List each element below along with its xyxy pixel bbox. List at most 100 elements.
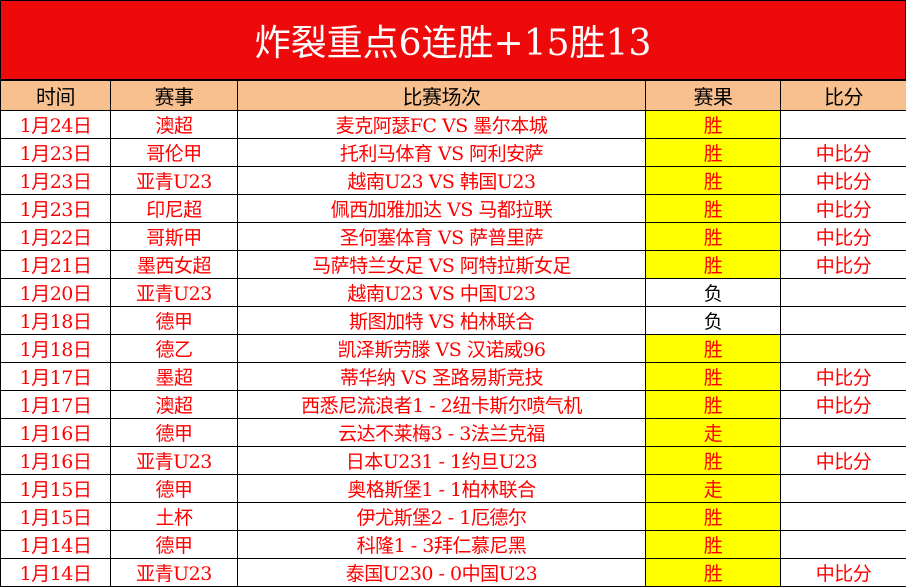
cell-league: 德甲 <box>111 419 238 447</box>
cell-date: 1月14日 <box>1 559 111 587</box>
cell-result: 胜 <box>646 503 781 531</box>
table-row: 1月17日墨超蒂华纳 VS 圣路易斯竞技胜中比分 <box>1 363 906 391</box>
cell-result: 胜 <box>646 363 781 391</box>
cell-score <box>781 279 906 307</box>
cell-score: 中比分 <box>781 167 906 195</box>
page-title: 炸裂重点6连胜+15胜13 <box>0 0 906 80</box>
cell-date: 1月21日 <box>1 251 111 279</box>
cell-match: 日本U231 - 1约旦U23 <box>238 447 646 475</box>
cell-date: 1月20日 <box>1 279 111 307</box>
header-date: 时间 <box>1 81 111 111</box>
table-row: 1月15日德甲奥格斯堡1 - 1柏林联合走 <box>1 475 906 503</box>
cell-result: 负 <box>646 307 781 335</box>
cell-match: 泰国U230 - 0中国U23 <box>238 559 646 587</box>
cell-date: 1月14日 <box>1 531 111 559</box>
cell-date: 1月16日 <box>1 447 111 475</box>
cell-match: 凯泽斯劳滕 VS 汉诺威96 <box>238 335 646 363</box>
cell-score: 中比分 <box>781 447 906 475</box>
cell-score: 中比分 <box>781 363 906 391</box>
table-row: 1月22日哥斯甲圣何塞体育 VS 萨普里萨胜中比分 <box>1 223 906 251</box>
cell-league: 墨西女超 <box>111 251 238 279</box>
cell-result: 胜 <box>646 167 781 195</box>
table-row: 1月23日印尼超佩西加雅加达 VS 马都拉联胜中比分 <box>1 195 906 223</box>
cell-date: 1月15日 <box>1 475 111 503</box>
cell-result: 胜 <box>646 447 781 475</box>
cell-result: 走 <box>646 475 781 503</box>
cell-date: 1月18日 <box>1 335 111 363</box>
table-row: 1月16日德甲云达不莱梅3 - 3法兰克福走 <box>1 419 906 447</box>
cell-league: 土杯 <box>111 503 238 531</box>
cell-result: 胜 <box>646 531 781 559</box>
cell-result: 胜 <box>646 559 781 587</box>
cell-match: 越南U23 VS 韩国U23 <box>238 167 646 195</box>
table-row: 1月14日德甲科隆1 - 3拜仁慕尼黑胜 <box>1 531 906 559</box>
cell-league: 德甲 <box>111 475 238 503</box>
cell-match: 西悉尼流浪者1 - 2纽卡斯尔喷气机 <box>238 391 646 419</box>
cell-league: 德乙 <box>111 335 238 363</box>
cell-match: 麦克阿瑟FC VS 墨尔本城 <box>238 111 646 139</box>
header-score: 比分 <box>781 81 906 111</box>
header-result: 赛果 <box>646 81 781 111</box>
cell-match: 伊尤斯堡2 - 1厄德尔 <box>238 503 646 531</box>
table-row: 1月24日澳超麦克阿瑟FC VS 墨尔本城胜 <box>1 111 906 139</box>
cell-match: 科隆1 - 3拜仁慕尼黑 <box>238 531 646 559</box>
cell-score: 中比分 <box>781 251 906 279</box>
cell-score: 中比分 <box>781 391 906 419</box>
cell-match: 托利马体育 VS 阿利安萨 <box>238 139 646 167</box>
cell-league: 澳超 <box>111 391 238 419</box>
cell-match: 圣何塞体育 VS 萨普里萨 <box>238 223 646 251</box>
cell-match: 佩西加雅加达 VS 马都拉联 <box>238 195 646 223</box>
cell-match: 马萨特兰女足 VS 阿特拉斯女足 <box>238 251 646 279</box>
cell-date: 1月23日 <box>1 195 111 223</box>
cell-match: 奥格斯堡1 - 1柏林联合 <box>238 475 646 503</box>
cell-date: 1月23日 <box>1 167 111 195</box>
cell-score <box>781 307 906 335</box>
cell-result: 负 <box>646 279 781 307</box>
cell-date: 1月17日 <box>1 391 111 419</box>
cell-score: 中比分 <box>781 195 906 223</box>
cell-result: 走 <box>646 419 781 447</box>
cell-score: 中比分 <box>781 559 906 587</box>
table-row: 1月15日土杯伊尤斯堡2 - 1厄德尔胜 <box>1 503 906 531</box>
cell-date: 1月22日 <box>1 223 111 251</box>
table-row: 1月23日哥伦甲托利马体育 VS 阿利安萨胜中比分 <box>1 139 906 167</box>
cell-score <box>781 335 906 363</box>
cell-match: 斯图加特 VS 柏林联合 <box>238 307 646 335</box>
cell-date: 1月17日 <box>1 363 111 391</box>
cell-league: 澳超 <box>111 111 238 139</box>
cell-result: 胜 <box>646 391 781 419</box>
cell-league: 亚青U23 <box>111 167 238 195</box>
cell-result: 胜 <box>646 195 781 223</box>
cell-score: 中比分 <box>781 139 906 167</box>
cell-league: 墨超 <box>111 363 238 391</box>
cell-league: 印尼超 <box>111 195 238 223</box>
cell-result: 胜 <box>646 139 781 167</box>
table-row: 1月21日墨西女超马萨特兰女足 VS 阿特拉斯女足胜中比分 <box>1 251 906 279</box>
cell-result: 胜 <box>646 251 781 279</box>
cell-date: 1月24日 <box>1 111 111 139</box>
cell-result: 胜 <box>646 223 781 251</box>
cell-league: 亚青U23 <box>111 559 238 587</box>
cell-score <box>781 475 906 503</box>
header-row: 时间 赛事 比赛场次 赛果 比分 <box>1 81 906 111</box>
cell-league: 亚青U23 <box>111 447 238 475</box>
cell-date: 1月23日 <box>1 139 111 167</box>
cell-league: 德甲 <box>111 531 238 559</box>
table-row: 1月18日德甲斯图加特 VS 柏林联合负 <box>1 307 906 335</box>
cell-match: 蒂华纳 VS 圣路易斯竞技 <box>238 363 646 391</box>
header-match: 比赛场次 <box>238 81 646 111</box>
cell-date: 1月18日 <box>1 307 111 335</box>
cell-score <box>781 531 906 559</box>
cell-score <box>781 419 906 447</box>
cell-result: 胜 <box>646 335 781 363</box>
cell-score <box>781 503 906 531</box>
cell-result: 胜 <box>646 111 781 139</box>
cell-league: 哥伦甲 <box>111 139 238 167</box>
cell-league: 德甲 <box>111 307 238 335</box>
